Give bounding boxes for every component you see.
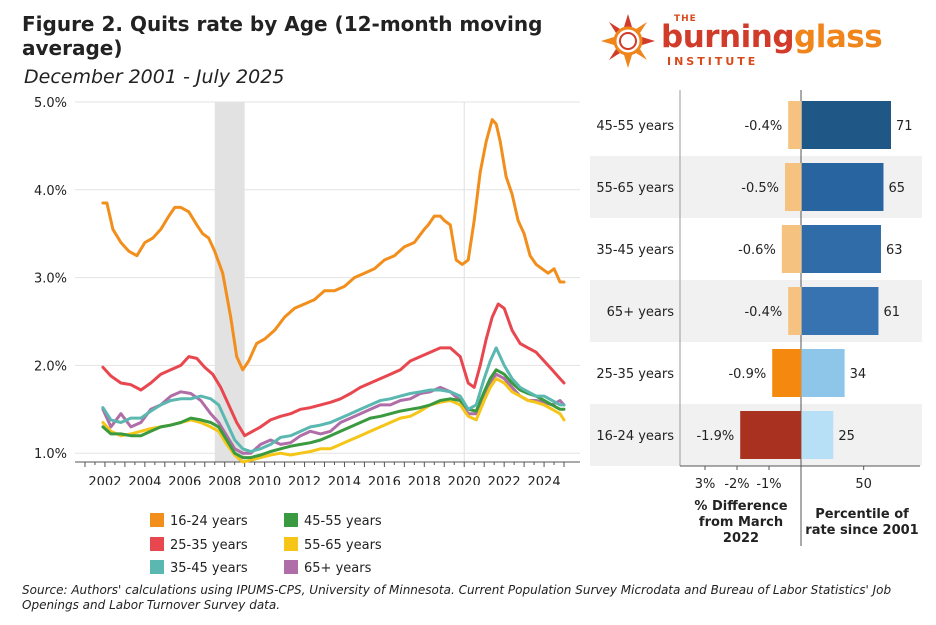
diff-bar	[781, 225, 801, 273]
burning-glass-logo: THE burningglass INSTITUTE	[601, 12, 901, 70]
logo-word-glass: glass	[794, 19, 883, 55]
diff-value-label: -0.5%	[741, 181, 779, 196]
diff-axis-title-line: from March	[699, 515, 783, 530]
legend-label: 35-45 years	[170, 561, 248, 576]
category-label: 45-55 years	[596, 119, 674, 134]
x-tick-label: 2006	[168, 475, 201, 485]
line-legend: 16-24 years 25-35 years 35-45 years 45-5…	[150, 513, 410, 579]
legend-label: 25-35 years	[170, 538, 248, 553]
percentile-bar	[802, 101, 891, 149]
diff-value-label: -0.6%	[738, 243, 776, 258]
logo-word-burning: burning	[661, 19, 795, 55]
legend-swatch	[150, 513, 164, 527]
diff-value-label: -0.4%	[744, 305, 782, 320]
percentile-bar	[802, 349, 845, 397]
legend-item-35-45: 35-45 years	[150, 560, 248, 576]
legend-item-45-55: 45-55 years	[284, 513, 382, 529]
chart-subtitle: December 2001 - July 2025	[24, 66, 285, 88]
category-label: 16-24 years	[596, 429, 674, 444]
legend-label: 55-65 years	[304, 538, 382, 553]
diff-bar	[740, 411, 801, 459]
legend-swatch	[284, 537, 298, 551]
percentile-value-label: 71	[896, 119, 913, 134]
x-tick-label: 2016	[368, 475, 401, 485]
diff-tick-label: -2%	[724, 477, 749, 492]
diff-axis-title: % Difference from March 2022	[694, 499, 787, 546]
recession-band	[214, 102, 245, 462]
quits-line-chart: 1.0% 2.0% 3.0% 4.0% 5.0% 2002 2004 2006 2008 2010…	[34, 96, 580, 485]
x-tick-label: 2010	[248, 475, 281, 485]
logo-institute: INSTITUTE	[667, 55, 759, 68]
source-note: Source: Authors' calculations using IPUM…	[22, 583, 892, 612]
x-tick-label: 2020	[448, 475, 481, 485]
series-line-65-years	[101, 372, 566, 455]
legend-item-25-35: 25-35 years	[150, 537, 248, 553]
series-line-45-55-years	[101, 368, 566, 460]
percentile-tick-label: 50	[855, 477, 872, 492]
diff-value-label: -0.9%	[728, 367, 766, 382]
diff-tick-label: 3%	[695, 477, 716, 492]
legend-label: 45-55 years	[304, 514, 382, 529]
diff-bar	[788, 101, 801, 149]
x-tick-label: 2004	[128, 475, 161, 485]
legend-swatch	[284, 560, 298, 574]
series-line-35-45-years	[101, 346, 566, 453]
legend-item-65plus: 65+ years	[284, 560, 371, 576]
diff-tick-label: -1%	[756, 477, 781, 492]
y-tick-label: 2.0%	[34, 359, 67, 374]
percentile-bar	[802, 163, 884, 211]
diff-bar	[788, 287, 801, 335]
category-label: 55-65 years	[596, 181, 674, 196]
y-tick-label: 1.0%	[34, 447, 67, 462]
x-tick-label: 2012	[288, 475, 321, 485]
legend-item-55-65: 55-65 years	[284, 537, 382, 553]
legend-swatch	[150, 537, 164, 551]
percentile-bar	[802, 225, 881, 273]
y-tick-label: 3.0%	[34, 272, 67, 287]
percentile-value-label: 25	[838, 429, 855, 444]
series-line-25-35-years	[101, 302, 566, 438]
diff-bar	[785, 163, 801, 211]
percentile-value-label: 63	[886, 243, 903, 258]
bar-panels: 45-55 years -0.4% 71 55-65 years -0.5% 65 35-4…	[590, 90, 922, 546]
legend-item-16-24: 16-24 years	[150, 513, 248, 529]
percentile-bar	[802, 287, 879, 335]
percentile-axis-title-line: Percentile of	[815, 507, 909, 522]
x-tick-label: 2014	[328, 475, 361, 485]
logo-wordmark: burningglass	[661, 19, 883, 55]
diff-value-label: -1.9%	[696, 429, 734, 444]
percentile-value-label: 34	[850, 367, 867, 382]
percentile-value-label: 61	[883, 305, 900, 320]
legend-swatch	[150, 560, 164, 574]
percentile-value-label: 65	[888, 181, 905, 196]
diff-axis-title-line: % Difference	[694, 499, 787, 514]
category-label: 25-35 years	[596, 367, 674, 382]
diff-bar	[772, 349, 801, 397]
diff-axis-title-line: 2022	[723, 531, 759, 546]
diff-value-label: -0.4%	[744, 119, 782, 134]
legend-label: 65+ years	[304, 561, 372, 576]
sun-logo-icon	[601, 14, 655, 68]
logo-the: THE	[674, 14, 697, 24]
y-tick-label: 4.0%	[34, 184, 67, 199]
chart-title: Figure 2. Quits rate by Age (12-month mo…	[22, 12, 543, 60]
percentile-axis-title: Percentile of rate since 2001	[805, 507, 918, 538]
category-label: 35-45 years	[596, 243, 674, 258]
x-tick-label: 2008	[208, 475, 241, 485]
percentile-axis-title-line: rate since 2001	[805, 523, 918, 538]
category-label: 65+ years	[607, 305, 675, 320]
x-tick-label: 2018	[408, 475, 441, 485]
percentile-bar	[802, 411, 834, 459]
x-tick-label: 2002	[88, 475, 121, 485]
y-tick-label: 5.0%	[34, 96, 67, 111]
legend-label: 16-24 years	[170, 514, 248, 529]
series-line-16-24-years	[101, 118, 566, 372]
legend-swatch	[284, 513, 298, 527]
x-tick-label: 2024	[528, 475, 561, 485]
x-tick-label: 2022	[488, 475, 521, 485]
